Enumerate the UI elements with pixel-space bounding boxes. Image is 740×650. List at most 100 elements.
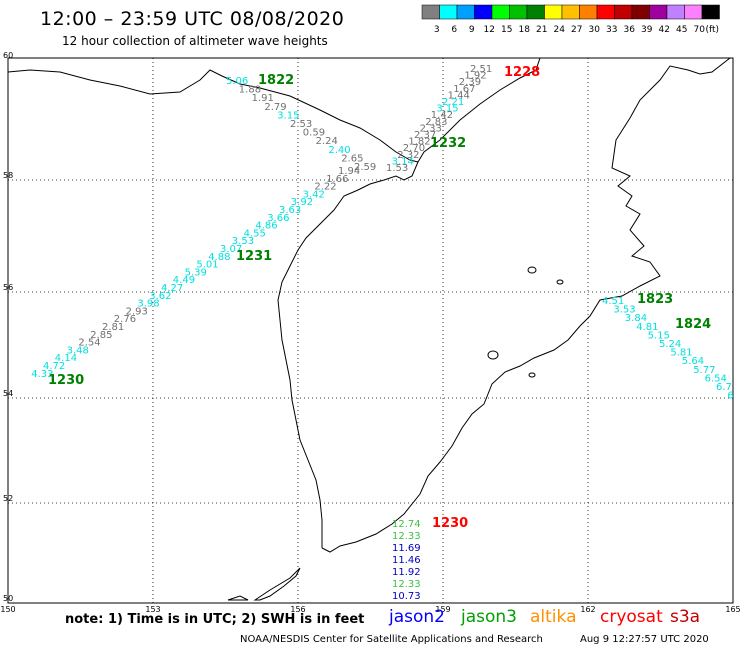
legend-altika: altika xyxy=(530,607,577,627)
legend-label: 12 xyxy=(484,25,495,35)
obs-value: 3.15 xyxy=(277,110,299,121)
lon-tick-label: 156 xyxy=(290,605,305,614)
obs-value: 1.92 xyxy=(464,71,486,82)
obs-value: 5.06 xyxy=(226,76,248,87)
obs-value: 1.88 xyxy=(239,85,261,96)
obs-value: 5.15 xyxy=(648,330,670,341)
footer-note: note: 1) Time is in UTC; 2) SWH is in fe… xyxy=(65,612,365,627)
obs-value: 4.81 xyxy=(636,322,658,333)
generated-timestamp: Aug 9 12:27:57 UTC 2020 xyxy=(580,634,709,645)
legend-label: 9 xyxy=(469,25,475,35)
lat-tick-label: 54 xyxy=(3,389,13,398)
color-legend: 3 6 9 12 15 18 21 24 27 30 33 36 39 42 45 70 (ft) xyxy=(421,4,720,35)
legend-label: 36 xyxy=(624,25,636,35)
obs-value: 3.84 xyxy=(625,313,647,324)
obs-value: 4.14 xyxy=(55,353,77,364)
coastline xyxy=(253,567,301,601)
obs-value: 2.59 xyxy=(354,162,376,173)
obs-value: 6 xyxy=(727,391,733,402)
obs-value: 5.39 xyxy=(185,267,207,278)
lon-tick-label: 165 xyxy=(725,605,740,614)
pass-time-label: 1228 xyxy=(504,65,540,80)
obs-value: 3.48 xyxy=(67,345,89,356)
obs-value: 3.98 xyxy=(137,299,159,310)
obs-value: 11.92 xyxy=(392,567,421,578)
obs-value: 12.74 xyxy=(392,519,421,530)
pass-time-label: 1230 xyxy=(432,516,468,531)
obs-value: 5.01 xyxy=(196,260,218,271)
lat-tick-label: 60 xyxy=(3,51,13,60)
obs-value: 1.91 xyxy=(252,93,274,104)
obs-value: 6.7 xyxy=(716,382,732,393)
obs-value: 5.24 xyxy=(659,339,681,350)
legend-label: 30 xyxy=(589,25,601,35)
obs-value: 3.53 xyxy=(232,236,254,247)
obs-value: 4.33 xyxy=(31,369,53,380)
island xyxy=(527,266,537,274)
obs-value: 3.07 xyxy=(220,244,242,255)
obs-value: 2.76 xyxy=(114,314,136,325)
obs-value: 2.39 xyxy=(459,77,481,88)
obs-value: 1.67 xyxy=(453,84,475,95)
legend-unit: (ft) xyxy=(706,25,720,35)
legend-label: 27 xyxy=(571,25,582,35)
obs-value: 4.72 xyxy=(43,361,65,372)
obs-value: 3.92 xyxy=(291,197,313,208)
obs-value: 2.22 xyxy=(314,182,336,193)
lon-tick-label: 153 xyxy=(145,605,160,614)
obs-value: 3.42 xyxy=(303,189,325,200)
credit-line: NOAA/NESDIS Center for Satellite Applica… xyxy=(240,634,543,645)
legend-cryosat: cryosat xyxy=(600,607,663,627)
obs-value: 1.94 xyxy=(338,166,360,177)
legend-label: 18 xyxy=(519,25,531,35)
lon-tick-label: 159 xyxy=(435,605,450,614)
legend-jason3: jason3 xyxy=(461,607,517,627)
obs-value: 2.54 xyxy=(78,338,100,349)
obs-value: 2.40 xyxy=(328,145,350,156)
island xyxy=(556,279,564,285)
lat-tick-label: 58 xyxy=(3,171,13,180)
obs-value: 11.69 xyxy=(392,543,421,554)
obs-value: 2.85 xyxy=(90,330,112,341)
obs-value: 2.32 xyxy=(397,150,419,161)
obs-value: 1.42 xyxy=(431,110,453,121)
obs-value: 2.83 xyxy=(425,117,447,128)
obs-value: 5.81 xyxy=(670,348,692,359)
obs-value: 11.46 xyxy=(392,555,421,566)
obs-value: 3.15 xyxy=(436,104,458,115)
obs-value: 4.88 xyxy=(208,252,230,263)
obs-value: 4.51 xyxy=(602,296,624,307)
pass-time-label: 1230 xyxy=(48,373,84,388)
obs-value: 4.27 xyxy=(161,283,183,294)
obs-value: 3.62 xyxy=(149,291,171,302)
coastline xyxy=(321,57,731,553)
obs-value: 6.54 xyxy=(705,373,727,384)
legend-jason2: jason2 xyxy=(389,607,445,627)
lat-tick-label: 52 xyxy=(3,494,13,503)
pass-time-label: 1824 xyxy=(675,317,711,332)
obs-value: 2.33 xyxy=(420,123,442,134)
obs-value: 3.63 xyxy=(279,205,301,216)
obs-value: 1.44 xyxy=(448,90,470,101)
obs-value: 1.82 xyxy=(408,137,430,148)
island xyxy=(487,350,499,360)
pass-time-label: 1231 xyxy=(236,249,272,264)
lat-tick-label: 56 xyxy=(3,283,13,292)
legend-label: 3 xyxy=(434,25,440,35)
legend-label: 15 xyxy=(501,25,512,35)
lat-tick-label: 50 xyxy=(3,594,13,603)
obs-value: 1.66 xyxy=(326,174,348,185)
obs-value: 2.93 xyxy=(126,306,148,317)
obs-value: 4.55 xyxy=(244,228,266,239)
obs-value: 0.59 xyxy=(303,128,325,139)
island xyxy=(528,372,536,378)
legend-label: 33 xyxy=(606,25,617,35)
obs-value: 2.70 xyxy=(403,143,425,154)
obs-value: 12.33 xyxy=(392,579,421,590)
legend-label: 24 xyxy=(554,25,566,35)
pass-time-label: 1823 xyxy=(637,292,673,307)
obs-value: 4.86 xyxy=(255,221,277,232)
legend-label: 39 xyxy=(641,25,653,35)
obs-value: 2.53 xyxy=(290,119,312,130)
coastline xyxy=(7,69,419,163)
